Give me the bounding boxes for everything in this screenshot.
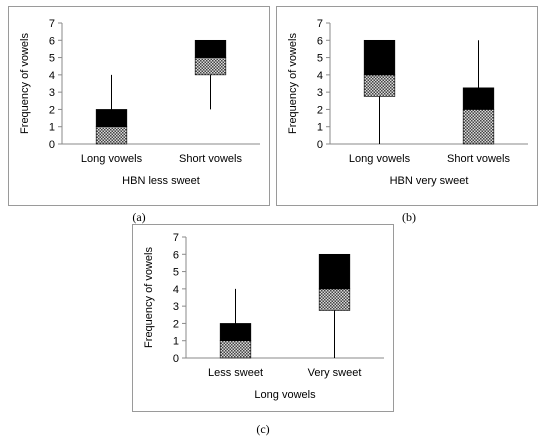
x-tick-label: Short vowels bbox=[447, 153, 510, 165]
y-tick-label: 0 bbox=[317, 139, 323, 151]
boxplot-chart-c: 0 1 2 3 4 5 6 7 Less sweet Very sweet Frequency of… bbox=[132, 224, 394, 412]
box-1 bbox=[219, 288, 252, 359]
y-tick-label: 7 bbox=[173, 232, 179, 244]
y-tick-label: 3 bbox=[173, 301, 179, 313]
box-2 bbox=[318, 253, 351, 358]
box-lower bbox=[363, 74, 396, 97]
y-axis-title: Frequency of vowels bbox=[19, 33, 31, 134]
box-upper bbox=[194, 39, 227, 58]
box-2 bbox=[462, 40, 495, 145]
y-tick-label: 3 bbox=[49, 87, 55, 99]
box-upper bbox=[462, 87, 495, 110]
y-tick-label: 3 bbox=[317, 87, 323, 99]
box-lower bbox=[194, 57, 227, 76]
chart-panel-c: 0 1 2 3 4 5 6 7 Less sweet Very sweet Frequency of… bbox=[132, 224, 394, 412]
box-upper bbox=[219, 323, 252, 342]
x-axis-title: HBN less sweet bbox=[122, 175, 200, 187]
chart-frame bbox=[132, 224, 394, 412]
y-tick-label: 1 bbox=[173, 336, 179, 348]
chart-panel-a: 0 1 2 3 4 5 6 7 Long vowels Short vowels Frequency… bbox=[8, 6, 270, 206]
y-tick-label: 0 bbox=[173, 353, 179, 365]
y-tick-label: 5 bbox=[173, 267, 179, 279]
caption-a: (a) bbox=[132, 210, 146, 224]
y-tick-label: 5 bbox=[317, 53, 323, 65]
y-tick-label: 7 bbox=[49, 18, 55, 30]
x-tick-label: Long vowels bbox=[349, 153, 411, 165]
y-tick-label: 2 bbox=[317, 104, 323, 116]
y-axis-title: Frequency of vowels bbox=[287, 33, 299, 134]
y-tick-label: 4 bbox=[317, 70, 323, 82]
y-axis-title: Frequency of vowels bbox=[143, 247, 155, 348]
x-axis-title: Long vowels bbox=[254, 389, 316, 401]
box-1 bbox=[95, 74, 128, 145]
x-axis-title: HBN very sweet bbox=[390, 175, 469, 187]
boxplot-chart-a: 0 1 2 3 4 5 6 7 Long vowels Short vowels Frequency… bbox=[8, 6, 270, 206]
x-tick-label: Less sweet bbox=[208, 367, 263, 379]
box-upper bbox=[318, 253, 351, 290]
y-tick-label: 6 bbox=[317, 35, 323, 47]
box-lower bbox=[95, 126, 128, 145]
y-tick-label: 4 bbox=[49, 70, 55, 82]
box-upper bbox=[95, 109, 128, 128]
box-lower bbox=[219, 340, 252, 359]
x-tick-label: Short vowels bbox=[179, 153, 242, 165]
box-1 bbox=[363, 39, 396, 144]
chart-frame bbox=[8, 6, 270, 206]
y-tick-label: 0 bbox=[49, 139, 55, 151]
box-2 bbox=[194, 39, 227, 110]
caption-c: (c) bbox=[256, 422, 270, 436]
y-tick-label: 2 bbox=[49, 104, 55, 116]
y-tick-label: 6 bbox=[173, 249, 179, 261]
x-tick-label: Very sweet bbox=[308, 367, 362, 379]
box-lower bbox=[462, 109, 495, 145]
y-tick-label: 1 bbox=[49, 122, 55, 134]
x-tick-label: Long vowels bbox=[81, 153, 143, 165]
boxplot-chart-b: 0 1 2 3 4 5 6 7 Long vowels Short vowels Frequency… bbox=[276, 6, 538, 206]
chart-panel-b: 0 1 2 3 4 5 6 7 Long vowels Short vowels Frequency… bbox=[276, 6, 538, 206]
y-tick-label: 4 bbox=[173, 284, 179, 296]
box-upper bbox=[363, 39, 396, 76]
y-tick-label: 2 bbox=[173, 318, 179, 330]
caption-b: (b) bbox=[402, 210, 416, 224]
y-tick-label: 7 bbox=[317, 18, 323, 30]
y-tick-label: 6 bbox=[49, 35, 55, 47]
y-tick-label: 1 bbox=[317, 122, 323, 134]
y-tick-label: 5 bbox=[49, 53, 55, 65]
box-lower bbox=[318, 288, 351, 311]
